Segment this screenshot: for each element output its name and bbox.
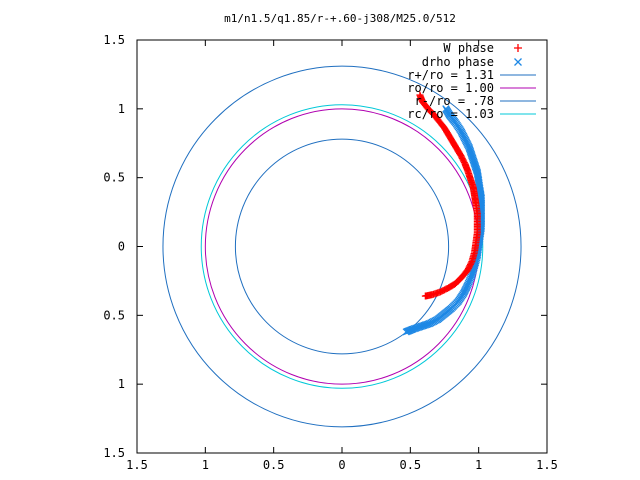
legend-samples bbox=[500, 44, 536, 115]
y-tick-label: 0.5 bbox=[103, 308, 125, 322]
series-marks bbox=[402, 91, 486, 336]
y-tick-label: 0 bbox=[118, 240, 125, 254]
legend-label-drho-phase: drho phase bbox=[422, 55, 494, 69]
reference-circle bbox=[234, 138, 450, 355]
y-tick-label: 0.5 bbox=[103, 171, 125, 185]
plus-marker bbox=[421, 292, 429, 300]
legend-label-rc: rc/ro = 1.03 bbox=[407, 107, 494, 121]
legend-label-r-plus: r+/ro = 1.31 bbox=[407, 68, 494, 82]
cross-marker bbox=[402, 328, 410, 336]
x-tick-label: 0 bbox=[338, 458, 345, 472]
plus-marker bbox=[514, 44, 522, 52]
x-tick-label: 1.5 bbox=[536, 458, 558, 472]
reference-circle bbox=[204, 108, 480, 385]
x-tick-label: 1 bbox=[202, 458, 209, 472]
x-tick-label: 1.5 bbox=[126, 458, 148, 472]
y-tick-label: 1.5 bbox=[103, 33, 125, 47]
legend-label-ro: ro/ro = 1.00 bbox=[407, 81, 494, 95]
x-tick-label: 0.5 bbox=[399, 458, 421, 472]
y-tick-label: 1.5 bbox=[103, 446, 125, 460]
axis-ticks bbox=[136, 39, 548, 454]
legend: W phase drho phase r+/ro = 1.31 ro/ro = … bbox=[407, 41, 536, 121]
y-tick-label: 1 bbox=[118, 102, 125, 116]
chart-title: m1/n1.5/q1.85/r-+.60-j308/M25.0/512 bbox=[224, 12, 456, 25]
legend-label-r-minus: r-/ro = .78 bbox=[415, 94, 494, 108]
reference-circle bbox=[200, 104, 484, 389]
reference-circle bbox=[162, 65, 522, 428]
legend-label-w-phase: W phase bbox=[443, 41, 494, 55]
x-tick-label: 1 bbox=[475, 458, 482, 472]
y-tick-labels: 1.5 1 0.5 0 0.5 1 1.5 bbox=[103, 33, 125, 460]
cross-marker bbox=[514, 58, 522, 66]
x-tick-label: 0.5 bbox=[263, 458, 285, 472]
series-plus bbox=[416, 91, 481, 300]
y-tick-label: 1 bbox=[118, 377, 125, 391]
x-tick-labels: 1.5 1 0.5 0 0.5 1 1.5 bbox=[126, 458, 558, 472]
